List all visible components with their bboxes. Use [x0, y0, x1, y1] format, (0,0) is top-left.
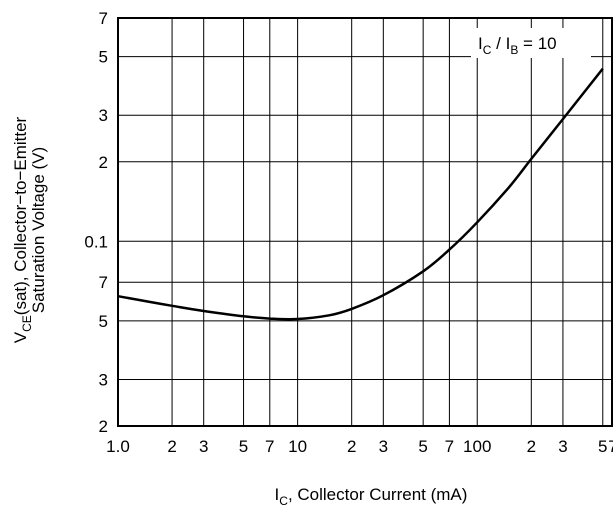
annotation-label: IC / IB = 10 — [478, 34, 557, 57]
x-tick-label: 5 — [598, 437, 607, 456]
y-tick-label: 5 — [99, 48, 108, 67]
x-axis-label: IC, Collector Current (mA) — [275, 485, 468, 506]
x-axis-ticks: 1.023571023571002357 — [106, 437, 613, 456]
y-axis-label-line1: VCE(sat), Collector−to−Emitter — [11, 116, 34, 343]
x-tick-label: 3 — [379, 437, 388, 456]
y-tick-label: 2 — [99, 153, 108, 172]
plot-frame — [117, 17, 613, 427]
grid-lines — [117, 17, 613, 427]
y-tick-label: 3 — [99, 370, 108, 389]
x-tick-label: 10 — [288, 437, 307, 456]
y-tick-label: 2 — [99, 417, 108, 436]
series-line — [117, 67, 604, 321]
x-tick-label: 2 — [167, 437, 176, 456]
x-tick-label: 2 — [347, 437, 356, 456]
annotation-box: IC / IB = 10 — [471, 28, 591, 58]
x-tick-label: 7 — [445, 437, 454, 456]
y-tick-label: 3 — [99, 106, 108, 125]
x-tick-label: 7 — [608, 437, 613, 456]
y-tick-label: 0.1 — [84, 232, 108, 251]
y-tick-label: 7 — [99, 9, 108, 28]
x-tick-label: 7 — [265, 437, 274, 456]
y-axis-label-line2: Saturation Voltage (V) — [29, 147, 48, 313]
x-tick-label: 2 — [527, 437, 536, 456]
x-tick-label: 100 — [463, 437, 491, 456]
x-tick-label: 5 — [239, 437, 248, 456]
y-axis-ticks: 2 3 5 7 0.1 2 3 5 7 — [84, 9, 108, 436]
y-tick-label: 7 — [99, 273, 108, 292]
x-tick-label: 3 — [199, 437, 208, 456]
x-tick-label: 1.0 — [106, 437, 130, 456]
x-tick-label: 5 — [418, 437, 427, 456]
x-tick-label: 3 — [558, 437, 567, 456]
y-tick-label: 5 — [99, 312, 108, 331]
